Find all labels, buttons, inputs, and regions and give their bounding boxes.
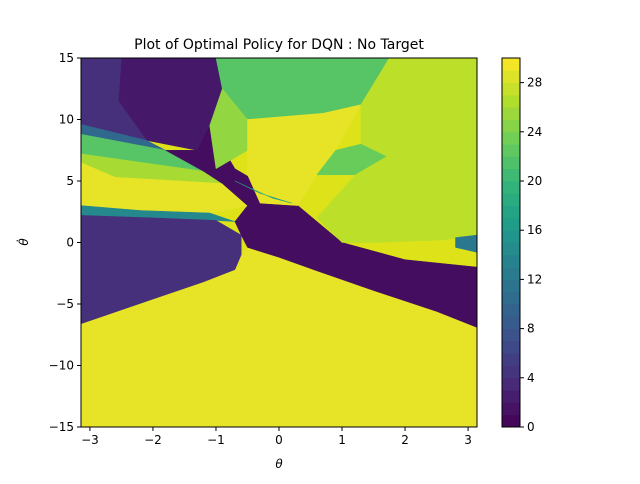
- colorbar-swatch: [502, 205, 520, 219]
- colorbar-swatch: [502, 131, 520, 145]
- colorbar-swatch: [502, 193, 520, 206]
- colorbar-swatch: [502, 94, 520, 108]
- x-axis: −3 −2 −1 0 1 2 3: [81, 427, 472, 447]
- region-center-teal-sliver: [234, 180, 292, 204]
- colorbar-swatch: [502, 242, 520, 256]
- colorbar-swatch: [502, 58, 520, 71]
- x-tick-label: 3: [464, 433, 472, 447]
- y-tick-label: 0: [66, 236, 74, 250]
- region-upper-lime-patch: [209, 88, 248, 170]
- colorbar-tick-label: 4: [527, 371, 535, 385]
- chart-title: Plot of Optimal Policy for DQN : No Targ…: [134, 37, 424, 53]
- region-upper-middle-yellow: [247, 104, 362, 206]
- x-tick-label: 0: [275, 433, 283, 447]
- x-tick-label: −2: [144, 433, 162, 447]
- colorbar-swatch: [502, 304, 520, 317]
- colorbar-swatch: [502, 156, 520, 170]
- x-axis-label: θ: [275, 457, 283, 471]
- colorbar-swatch: [502, 402, 520, 416]
- y-axis-label: θ̇: [16, 238, 31, 246]
- x-tick-label: 1: [338, 433, 346, 447]
- policy-regions: [81, 58, 477, 427]
- region-left-indigo: [81, 215, 242, 324]
- colorbar-swatch: [502, 365, 520, 379]
- y-tick-label: −5: [56, 297, 74, 311]
- colorbar-swatch: [502, 144, 520, 157]
- colorbar-swatch: [502, 181, 520, 194]
- colorbar-swatch: [502, 340, 520, 354]
- colorbar-swatch: [502, 254, 520, 268]
- x-tick-label: −1: [207, 433, 225, 447]
- colorbar-swatch: [502, 328, 520, 342]
- colorbar-swatch: [502, 377, 520, 391]
- colorbar-tick-label: 12: [527, 272, 542, 286]
- x-tick-label: 2: [401, 433, 409, 447]
- colorbar-swatch: [502, 168, 520, 182]
- colorbar-swatch: [502, 217, 520, 231]
- colorbar-swatch: [502, 316, 520, 329]
- y-axis: −15 −10 −5 0 5 10 15: [49, 51, 81, 434]
- colorbar-swatch: [502, 107, 520, 120]
- colorbar-swatch: [502, 390, 520, 403]
- colorbar: 0 4 8 12 16 20 24 28: [501, 57, 542, 434]
- colorbar-swatch: [502, 119, 520, 133]
- colorbar-tick-label: 16: [527, 223, 542, 237]
- colorbar-swatch: [502, 291, 520, 305]
- colorbar-tick-label: 20: [527, 174, 542, 188]
- colorbar-swatch: [502, 414, 520, 428]
- y-tick-label: 15: [59, 51, 74, 65]
- colorbar-frame: [501, 57, 521, 428]
- y-tick-label: 10: [59, 113, 74, 127]
- colorbar-tick-label: 24: [527, 125, 542, 139]
- colorbar-swatch: [502, 82, 520, 96]
- region-right-green-patch: [316, 143, 387, 176]
- colorbar-swatch: [502, 70, 520, 83]
- colorbar-swatch: [502, 279, 520, 293]
- colorbar-tick-label: 28: [527, 76, 542, 90]
- x-tick-label: −3: [81, 433, 99, 447]
- colorbar-swatch: [502, 353, 520, 366]
- colorbar-swatch: [502, 230, 520, 243]
- colorbar-tick-label: 0: [527, 420, 535, 434]
- colorbar-tick-label: 8: [527, 322, 535, 336]
- y-tick-label: −15: [49, 420, 74, 434]
- region-diagonal-dark-band: [165, 125, 477, 328]
- colorbar-swatch: [502, 267, 520, 280]
- y-tick-label: −10: [49, 359, 74, 373]
- y-tick-label: 5: [66, 174, 74, 188]
